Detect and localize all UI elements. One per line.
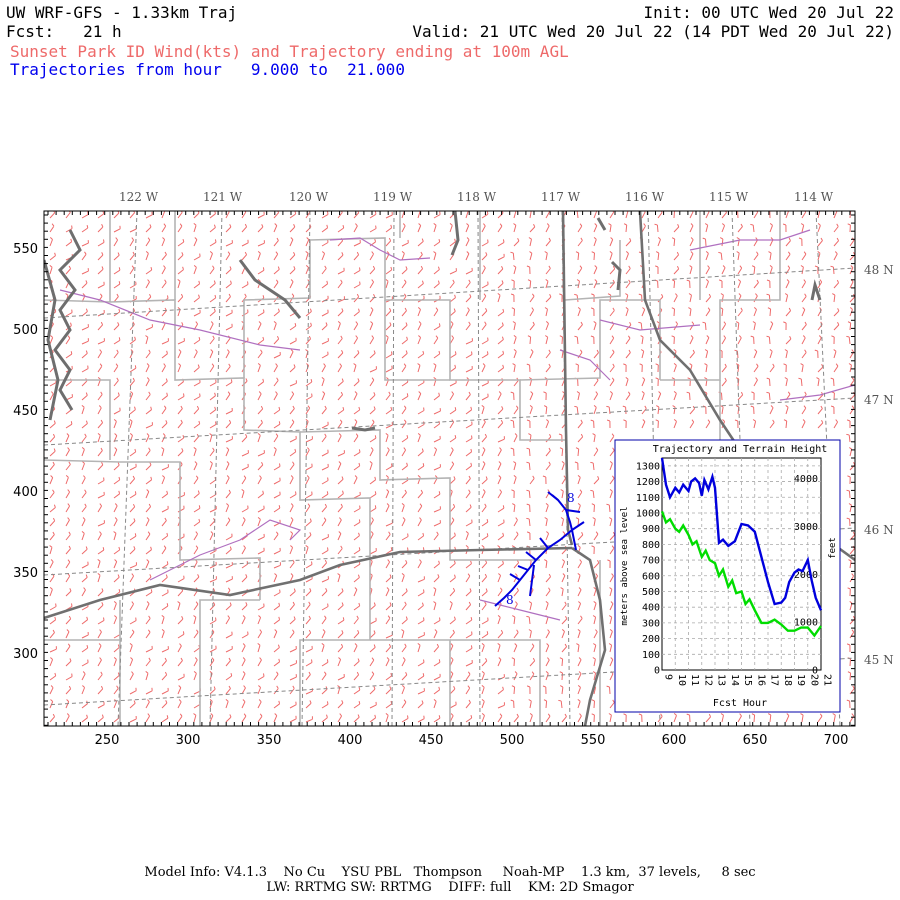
y-tick-label: 500 bbox=[13, 323, 38, 338]
lon-label: 118 W bbox=[457, 190, 497, 204]
inset-y-tick-label: 400 bbox=[642, 603, 660, 614]
lon-label: 116 W bbox=[625, 190, 665, 204]
x-tick-label: 250 bbox=[95, 733, 120, 748]
model-info-line2: LW: RRTMG SW: RRTMG DIFF: full KM: 2D Sm… bbox=[266, 880, 634, 895]
inset-chart: Trajectory and Terrain Height 1300120011… bbox=[614, 439, 841, 713]
inset-y-tick-label: 300 bbox=[642, 618, 660, 629]
x-tick-label: 300 bbox=[176, 733, 201, 748]
inset-title: Trajectory and Terrain Height bbox=[653, 444, 828, 455]
model-info-line1: Model Info: V4.1.3 No Cu YSU PBL Thompso… bbox=[144, 865, 756, 880]
coastline-lakes bbox=[44, 211, 822, 432]
inset-y-tick-label: 700 bbox=[642, 556, 660, 567]
frame-ticks bbox=[44, 211, 855, 726]
inset-y-tick-label: 900 bbox=[642, 524, 660, 535]
inset-x-tick-label: 17 bbox=[769, 674, 780, 686]
valid-time: Valid: 21 UTC Wed 20 Jul 22 (14 PDT Wed … bbox=[412, 22, 894, 41]
inset-y-tick-label: 1200 bbox=[636, 477, 660, 488]
inset-feet-tick-label: 3000 bbox=[794, 522, 818, 533]
lon-label: 115 W bbox=[709, 190, 749, 204]
forecast-hour: Fcst: 21 h bbox=[6, 22, 122, 41]
lon-label: 119 W bbox=[373, 190, 413, 204]
x-tick-label: 450 bbox=[419, 733, 444, 748]
x-tick-label: 700 bbox=[824, 733, 849, 748]
inset-y-tick-label: 200 bbox=[642, 634, 660, 645]
init-time: Init: 00 UTC Wed 20 Jul 22 bbox=[643, 3, 894, 22]
inset-y-tick-label: 800 bbox=[642, 540, 660, 551]
y-tick-label: 450 bbox=[13, 404, 38, 419]
inset-grid bbox=[662, 458, 821, 670]
inset-x-tick-label: 9 bbox=[663, 674, 674, 680]
inset-x-ticks: 9 10 11 12 13 14 15 16 17 18 19 20 21 bbox=[663, 674, 833, 686]
x-tick-label: 400 bbox=[338, 733, 363, 748]
inset-y-tick-label: 1000 bbox=[636, 508, 660, 519]
lon-label: 122 W bbox=[119, 190, 159, 204]
inset-ylabel-right: feet bbox=[828, 537, 838, 559]
lon-label: 114 W bbox=[794, 190, 834, 204]
series-trajectory-line bbox=[660, 457, 823, 611]
inset-y-tick-label: 500 bbox=[642, 587, 660, 598]
x-tick-label: 600 bbox=[662, 733, 687, 748]
y-tick-label: 300 bbox=[13, 647, 38, 662]
inset-y-tick-label: 0 bbox=[654, 666, 660, 677]
y-tick-label: 350 bbox=[13, 566, 38, 581]
y-tick-label: 550 bbox=[13, 242, 38, 257]
lat-label: 47 N bbox=[864, 393, 894, 407]
inset-x-tick-label: 15 bbox=[742, 674, 753, 686]
lon-label: 117 W bbox=[541, 190, 581, 204]
inset-feet-tick-label: 0 bbox=[812, 666, 818, 677]
inset-x-tick-label: 13 bbox=[716, 674, 727, 686]
trajectory-path bbox=[494, 491, 585, 607]
inset-feet-tick-label: 2000 bbox=[794, 570, 818, 581]
x-tick-label: 350 bbox=[257, 733, 282, 748]
inset-ylabel-left: meters above sea level bbox=[620, 506, 630, 625]
series-terrain-line bbox=[660, 510, 822, 638]
lat-label: 48 N bbox=[864, 263, 894, 277]
inset-x-tick-label: 12 bbox=[702, 674, 713, 686]
lat-label: 45 N bbox=[864, 653, 894, 667]
inset-y-tick-label: 100 bbox=[642, 650, 660, 661]
lon-label: 120 W bbox=[289, 190, 329, 204]
inset-y-ticks: 1300120011001000900800700600500400300200… bbox=[636, 461, 660, 676]
inset-x-tick-label: 10 bbox=[676, 674, 687, 686]
inset-xlabel: Fcst Hour bbox=[713, 698, 767, 709]
x-tick-label: 550 bbox=[581, 733, 606, 748]
inset-y-tick-label: 1300 bbox=[636, 461, 660, 472]
inset-x-tick-label: 21 bbox=[822, 674, 833, 686]
trajectory-range: Trajectories from hour 9.000 to 21.000 bbox=[10, 60, 405, 79]
rivers bbox=[59, 229, 855, 621]
subtitle: Sunset Park ID Wind(kts) and Trajectory … bbox=[10, 42, 569, 61]
inset-x-tick-label: 19 bbox=[795, 674, 806, 686]
lon-label: 121 W bbox=[203, 190, 243, 204]
inset-y-tick-label: 600 bbox=[642, 571, 660, 582]
map-frame bbox=[43, 210, 856, 727]
inset-feet-tick-label: 4000 bbox=[794, 474, 818, 485]
x-tick-label: 500 bbox=[500, 733, 525, 748]
title: UW WRF-GFS - 1.33km Traj bbox=[6, 3, 238, 22]
inset-y-tick-label: 1100 bbox=[636, 493, 660, 504]
x-tick-label: 650 bbox=[743, 733, 768, 748]
inset-x-tick-label: 11 bbox=[689, 674, 700, 686]
inset-x-tick-label: 18 bbox=[782, 674, 793, 686]
inset-x-tick-label: 16 bbox=[755, 674, 766, 686]
inset-x-tick-label: 14 bbox=[729, 674, 740, 686]
inset-feet-ticks: 4000 3000 2000 1000 0 bbox=[794, 474, 818, 676]
lat-label: 46 N bbox=[864, 523, 894, 537]
y-tick-label: 400 bbox=[13, 485, 38, 500]
trajectory-label-end: 8 bbox=[567, 491, 575, 505]
trajectory-label-start: 8 bbox=[506, 593, 514, 607]
inset-x-tick-label: 20 bbox=[808, 674, 819, 686]
inset-feet-tick-label: 1000 bbox=[794, 618, 818, 629]
